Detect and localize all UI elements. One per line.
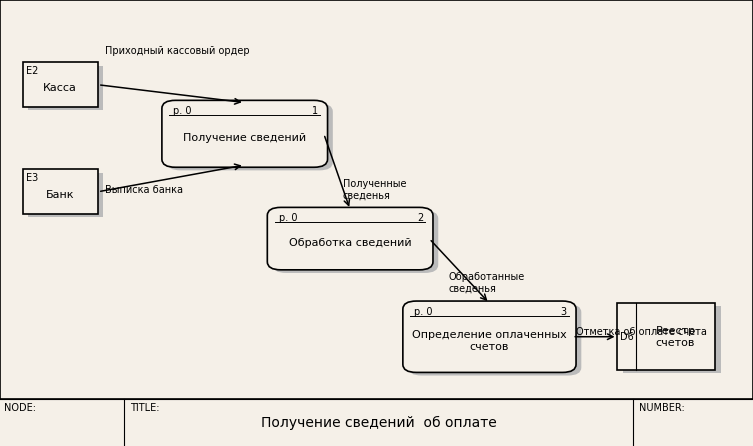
Text: Получение сведений: Получение сведений (183, 133, 306, 143)
FancyBboxPatch shape (28, 66, 103, 110)
FancyBboxPatch shape (623, 306, 721, 373)
Text: E3: E3 (26, 173, 38, 183)
FancyBboxPatch shape (267, 207, 433, 270)
FancyBboxPatch shape (403, 301, 576, 372)
Text: Отметка об оплате счета: Отметка об оплате счета (576, 327, 707, 337)
Text: Обработка сведений: Обработка сведений (289, 238, 411, 248)
FancyBboxPatch shape (162, 100, 328, 167)
Text: Полученные
сведенья: Полученные сведенья (343, 179, 406, 200)
Text: Определение оплаченных
счетов: Определение оплаченных счетов (412, 330, 567, 352)
Text: Получение сведений  об оплате: Получение сведений об оплате (261, 416, 496, 429)
FancyBboxPatch shape (617, 303, 715, 370)
Text: Реестр
счетов: Реестр счетов (655, 326, 696, 347)
Text: Выписка банка: Выписка банка (105, 185, 184, 194)
Text: E2: E2 (26, 66, 38, 76)
Text: p. 0: p. 0 (173, 106, 192, 116)
FancyBboxPatch shape (408, 304, 581, 376)
Text: 2: 2 (417, 213, 423, 223)
Text: NUMBER:: NUMBER: (639, 403, 684, 413)
Text: Приходный кассовый ордер: Приходный кассовый ордер (105, 46, 250, 56)
Text: TITLE:: TITLE: (130, 403, 160, 413)
Text: 1: 1 (312, 106, 318, 116)
Text: D6: D6 (620, 332, 633, 342)
FancyBboxPatch shape (23, 62, 98, 107)
Text: p. 0: p. 0 (414, 307, 433, 317)
Text: Обработанные
сведенья: Обработанные сведенья (448, 273, 524, 294)
Text: 3: 3 (560, 307, 566, 317)
Text: Касса: Касса (44, 83, 77, 93)
FancyBboxPatch shape (28, 173, 103, 217)
Text: p. 0: p. 0 (279, 213, 297, 223)
FancyBboxPatch shape (167, 103, 333, 170)
Text: NODE:: NODE: (4, 403, 35, 413)
Text: Банк: Банк (46, 190, 75, 200)
FancyBboxPatch shape (23, 169, 98, 214)
FancyBboxPatch shape (273, 211, 438, 273)
